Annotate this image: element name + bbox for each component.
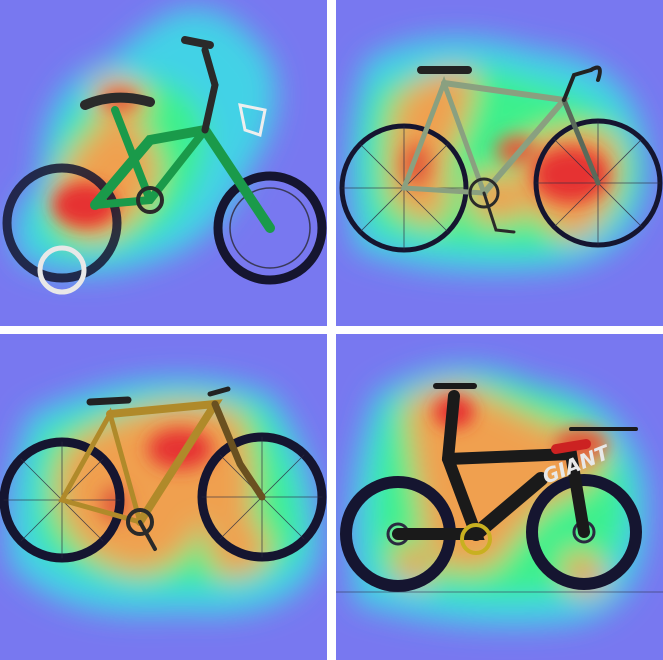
road-bike-heatmap-image — [336, 0, 663, 326]
triathlon-bike-heatmap-image: GIANT — [336, 334, 663, 660]
mountain-bike-heatmap-image — [0, 334, 327, 660]
road-bike-drawing — [339, 65, 663, 253]
kids-bike-heatmap-image — [0, 0, 327, 326]
triathlon-bike-drawing — [336, 383, 663, 593]
panel-kids-bike — [0, 0, 327, 326]
panel-road-bike — [336, 0, 663, 326]
panel-mountain-bike — [0, 334, 327, 660]
mountain-bike-drawing — [0, 386, 327, 563]
kids-bike-drawing — [2, 36, 327, 295]
panel-triathlon-bike: GIANT — [336, 334, 663, 660]
